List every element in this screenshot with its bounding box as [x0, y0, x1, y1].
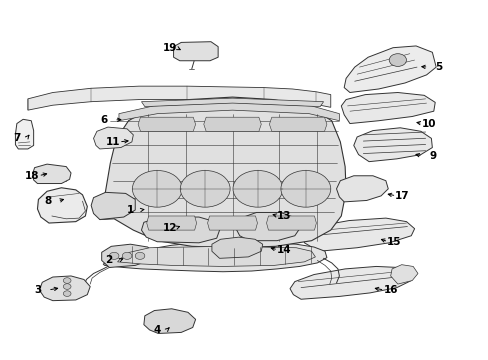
Polygon shape — [146, 216, 196, 230]
Polygon shape — [344, 46, 435, 93]
Text: 17: 17 — [394, 191, 409, 201]
Text: 19: 19 — [163, 43, 177, 53]
Polygon shape — [303, 218, 414, 251]
Polygon shape — [266, 216, 316, 230]
Polygon shape — [100, 97, 346, 248]
Polygon shape — [341, 93, 434, 123]
Circle shape — [109, 252, 119, 259]
Polygon shape — [28, 86, 330, 110]
Polygon shape — [203, 117, 261, 131]
Circle shape — [135, 252, 144, 259]
Text: 1: 1 — [127, 205, 134, 215]
Polygon shape — [234, 212, 301, 241]
Circle shape — [63, 291, 71, 296]
Circle shape — [180, 171, 230, 207]
Polygon shape — [16, 119, 34, 149]
Polygon shape — [141, 217, 219, 243]
Polygon shape — [138, 117, 195, 131]
Polygon shape — [103, 242, 326, 272]
Polygon shape — [173, 42, 218, 61]
Circle shape — [280, 171, 330, 207]
Text: 10: 10 — [421, 118, 435, 129]
Text: 8: 8 — [44, 196, 51, 206]
Text: 4: 4 — [153, 325, 161, 335]
Circle shape — [63, 278, 71, 283]
Polygon shape — [141, 98, 323, 107]
Polygon shape — [117, 246, 315, 266]
Text: 14: 14 — [276, 245, 291, 255]
Polygon shape — [143, 309, 195, 333]
Polygon shape — [336, 176, 387, 202]
Text: 12: 12 — [163, 222, 177, 233]
Polygon shape — [353, 128, 431, 162]
Text: 5: 5 — [434, 62, 441, 72]
Text: 9: 9 — [428, 151, 435, 161]
Polygon shape — [40, 276, 90, 301]
Polygon shape — [102, 244, 154, 267]
Circle shape — [122, 252, 132, 259]
Polygon shape — [207, 216, 257, 230]
Text: 16: 16 — [383, 285, 397, 295]
Circle shape — [388, 54, 406, 66]
Polygon shape — [211, 237, 262, 258]
Text: 7: 7 — [14, 133, 21, 143]
Text: 6: 6 — [101, 115, 108, 125]
Text: 2: 2 — [105, 256, 113, 265]
Polygon shape — [289, 266, 410, 299]
Polygon shape — [390, 265, 417, 284]
Circle shape — [63, 284, 71, 289]
Text: 3: 3 — [35, 285, 42, 295]
Text: 18: 18 — [25, 171, 40, 181]
Polygon shape — [91, 192, 135, 220]
Circle shape — [132, 171, 182, 207]
Polygon shape — [93, 127, 133, 149]
Circle shape — [232, 171, 282, 207]
Text: 13: 13 — [276, 211, 291, 221]
Text: 15: 15 — [386, 237, 401, 247]
Polygon shape — [269, 117, 326, 131]
Polygon shape — [33, 164, 71, 184]
Polygon shape — [38, 188, 87, 223]
Polygon shape — [119, 102, 339, 121]
Text: 11: 11 — [105, 137, 120, 147]
